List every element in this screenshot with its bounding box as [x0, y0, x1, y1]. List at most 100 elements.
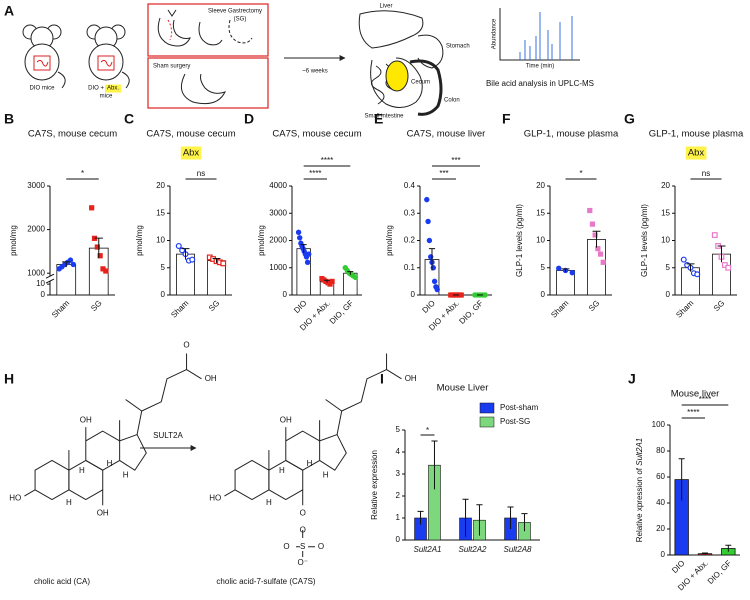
y-tick-label: 0 [661, 550, 666, 559]
ring [68, 459, 104, 501]
y-tick-label: 0 [161, 290, 166, 299]
y-tick-label: 20 [656, 524, 665, 533]
x-tick-label: DIO, GF [457, 298, 484, 325]
y-tick-label: 5 [541, 263, 546, 272]
highlight [685, 146, 707, 160]
data-point [220, 260, 227, 267]
significance-label: * [426, 426, 429, 435]
error-bar [417, 510, 424, 525]
x-tick-label: Sham [169, 298, 190, 319]
x-tick-label: Sham [50, 298, 71, 319]
atom-label: O [183, 341, 189, 350]
error-bar [94, 237, 103, 259]
panel-label: A [4, 3, 14, 19]
group-label: DIO + [88, 86, 104, 92]
group-label-highlight: Abx. [107, 86, 119, 92]
y-tick-label: 0 [41, 290, 46, 299]
y-axis-label-gene: Sult2A1 [635, 438, 644, 466]
data-point [89, 205, 95, 211]
ring [34, 459, 70, 501]
atom-label: OH [80, 415, 92, 424]
organ-label: Stomach [446, 44, 470, 50]
group-label: mice [100, 94, 113, 100]
legend-swatch [479, 416, 495, 428]
y-tick-label: 3000 [269, 208, 287, 217]
highlight [105, 84, 122, 93]
y-tick-label: 20 [536, 181, 545, 190]
y-tick-label: 1 [396, 513, 401, 522]
mouse-icon [86, 24, 130, 89]
reaction: H SULT2A cholic acid (CA) cholic acid-7-… [4, 341, 417, 587]
y-axis-label: GLP-1 levels (pg/ml) [640, 204, 649, 277]
y-tick-label: 0 [541, 290, 546, 299]
y-tick-label: 3000 [27, 181, 45, 190]
data-point [352, 274, 359, 280]
atom-label: OH [205, 374, 217, 383]
data-point [725, 264, 732, 271]
y-tick-label: 3 [396, 469, 401, 478]
y-tick-label: 100 [652, 420, 666, 429]
data-point [694, 271, 701, 278]
data-point [304, 259, 311, 265]
y-axis-label: Relative xpression of Sult2A1 [635, 438, 644, 543]
y-axis-label: pmol/mg [135, 225, 144, 256]
chart-highlight: Abx [183, 148, 200, 159]
surgery-box [147, 57, 269, 109]
data-point [434, 286, 440, 293]
atom-label: H [323, 471, 329, 480]
panel-label: C [124, 111, 134, 127]
x-tick-label: Sult2A2 [458, 545, 487, 554]
data-point [424, 196, 430, 203]
data-point [589, 221, 596, 227]
mouse-icon [22, 24, 66, 89]
y-tick-label: 10 [536, 236, 545, 245]
ring [285, 430, 321, 471]
atom-label: OH [97, 508, 109, 517]
chart-title: CA7S, mouse cecum [28, 129, 117, 140]
organ-label: Small intestine [364, 114, 404, 120]
atom-label: O [283, 542, 289, 551]
data-point [306, 251, 312, 257]
data-point [592, 232, 598, 238]
data-point [569, 269, 575, 276]
y-tick-label: 10 [156, 236, 165, 245]
panel-label: E [374, 111, 383, 127]
error-bar [725, 544, 732, 552]
data-point [175, 242, 182, 249]
atom-label: H [279, 466, 285, 475]
error-bar [62, 261, 71, 268]
surgery-box [147, 3, 269, 57]
significance-label: * [81, 169, 84, 178]
significance-label: **** [687, 408, 699, 417]
y-tick-label: 2 [396, 491, 401, 500]
significance-label: **** [699, 395, 711, 404]
panel-label: H [4, 371, 14, 387]
y-tick-label: 40 [656, 498, 665, 507]
atom-label: H [66, 498, 72, 507]
chart-title: CA7S, mouse cecum [146, 129, 235, 140]
y-tick-label: 20 [661, 181, 670, 190]
chromatogram-axis-label: Time (min) [526, 64, 554, 70]
chart-highlight: Abx [688, 148, 705, 159]
chart-title: GLP-1, mouse plasma [524, 129, 619, 140]
data-point [597, 251, 604, 257]
y-tick-label: 5 [396, 425, 401, 434]
x-tick-label: DIO [292, 299, 308, 315]
error-bar [300, 244, 307, 253]
significance-label: *** [439, 169, 448, 178]
y-tick-label: 0.3 [404, 208, 416, 217]
y-tick-label: 5 [666, 263, 671, 272]
y-axis-label: Relative expression [370, 450, 379, 520]
error-bar [717, 245, 726, 263]
atom-label: HO [209, 494, 221, 503]
x-tick-label: SG [587, 299, 602, 314]
y-tick-label: 0.4 [404, 181, 416, 190]
enzyme-label: SULT2A [153, 431, 183, 440]
atom-label: OH [280, 415, 292, 424]
data-point [297, 235, 303, 241]
data-point [189, 256, 196, 263]
chart-title: CA7S, mouse cecum [272, 129, 361, 140]
data-point [67, 257, 74, 263]
surgery-label: Sleeve Gastrectomy [208, 9, 262, 15]
error-bar [561, 268, 570, 273]
